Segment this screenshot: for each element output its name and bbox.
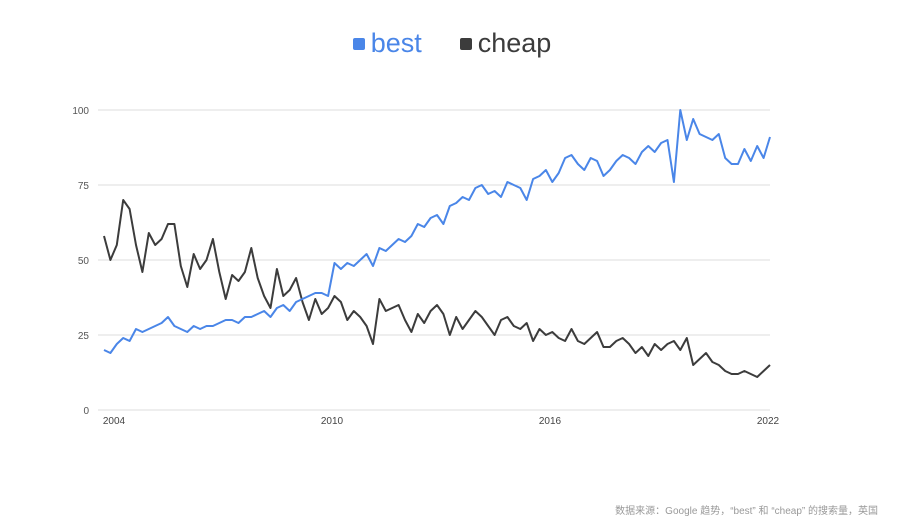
legend-item-best[interactable]: best xyxy=(352,28,422,59)
legend-swatch-cheap xyxy=(459,37,472,50)
svg-text:25: 25 xyxy=(78,331,90,342)
legend-item-cheap[interactable]: cheap xyxy=(459,28,552,59)
gridlines xyxy=(98,109,770,411)
svg-text:2004: 2004 xyxy=(103,416,126,427)
svg-text:75: 75 xyxy=(78,181,90,192)
x-axis-labels: 2004 2010 2016 2022 xyxy=(103,416,780,427)
svg-text:2010: 2010 xyxy=(321,416,344,427)
legend-label-best: best xyxy=(370,28,422,58)
legend-swatch-best xyxy=(352,37,365,50)
legend-label-cheap: cheap xyxy=(477,28,552,58)
svg-text:100: 100 xyxy=(72,106,89,117)
svg-text:50: 50 xyxy=(78,256,90,267)
svg-text:2022: 2022 xyxy=(757,416,780,427)
svg-text:2016: 2016 xyxy=(539,416,562,427)
source-note: 数据来源：Google 趋势，“best” 和 “cheap” 的搜索量，英国 xyxy=(615,506,878,517)
series-line-cheap xyxy=(103,199,771,378)
y-axis-labels: 0 25 50 75 100 xyxy=(72,106,89,417)
chart-legend: best cheap xyxy=(0,28,904,59)
series-line-best xyxy=(103,109,771,354)
svg-text:0: 0 xyxy=(83,406,89,417)
